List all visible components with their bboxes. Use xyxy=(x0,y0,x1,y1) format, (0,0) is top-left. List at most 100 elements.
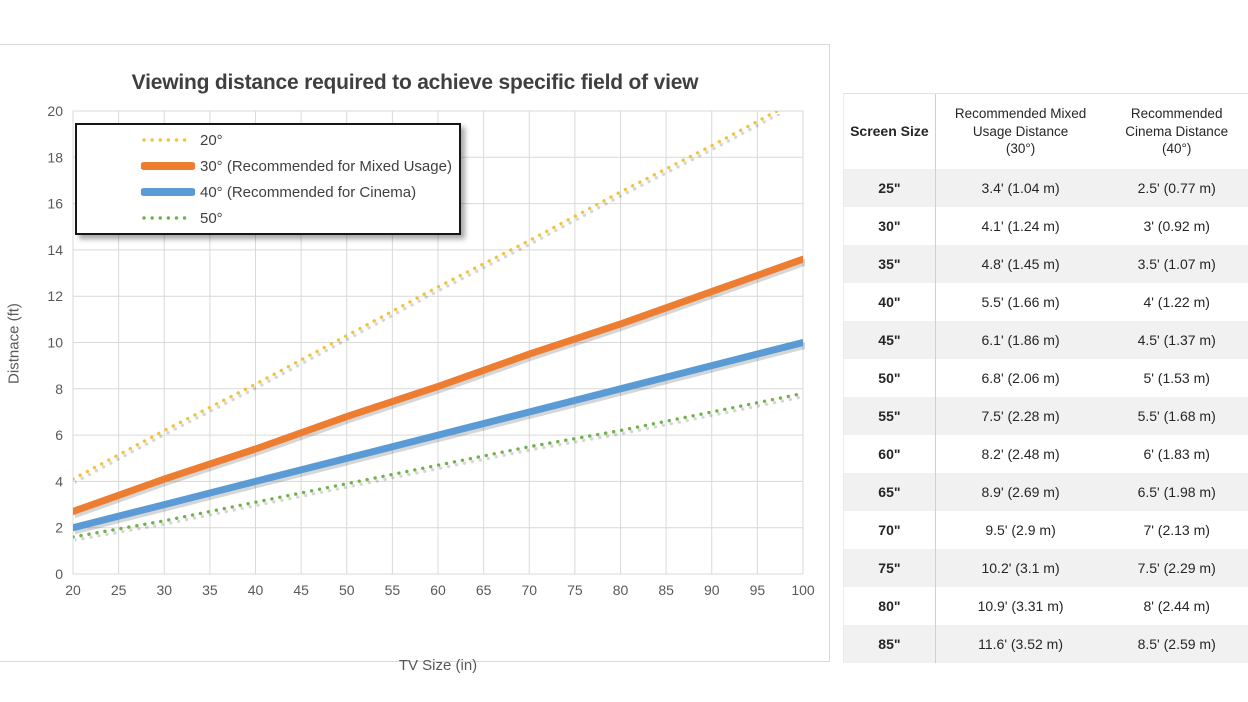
screen-size-cell: 85" xyxy=(844,625,936,663)
mixed-usage-distance-cell: 5.5' (1.66 m) xyxy=(981,293,1060,310)
cinema-distance-cell: 3.5' (1.07 m) xyxy=(1137,255,1216,272)
table-header-row: Screen Size Recommended Mixed Usage Distan… xyxy=(844,94,1248,169)
y-tick-label: 0 xyxy=(55,566,63,582)
cinema-distance-cell: 3' (0.92 m) xyxy=(1143,217,1210,234)
cinema-distance-cell: 8' (2.44 m) xyxy=(1143,597,1210,614)
table-header-cell: Recommended Cinema Distance (40°) xyxy=(1105,94,1248,169)
x-tick-label: 20 xyxy=(65,582,81,598)
cinema-distance-cell: 4.5' (1.37 m) xyxy=(1137,331,1216,348)
legend-label: 20° xyxy=(200,131,223,149)
y-tick-label: 14 xyxy=(47,242,63,258)
series-line-40° xyxy=(73,339,803,532)
table-row: 40" 5.5' (1.66 m) 4' (1.22 m) xyxy=(844,283,1248,321)
mixed-usage-distance-cell: 4.8' (1.45 m) xyxy=(981,255,1060,272)
screen-size-cell: 60" xyxy=(844,435,936,473)
mixed-usage-distance-cell: 4.1' (1.24 m) xyxy=(981,217,1060,234)
x-tick-label: 95 xyxy=(750,582,766,598)
mixed-usage-distance-cell: 6.8' (2.06 m) xyxy=(981,369,1060,386)
x-tick-label: 40 xyxy=(248,582,264,598)
header-line: (40°) xyxy=(1161,141,1192,157)
header-line: Recommended xyxy=(1130,106,1223,122)
screen-size-cell: 65" xyxy=(844,473,936,511)
series-line-shadow xyxy=(75,114,783,484)
cinema-distance-cell: 8.5' (2.59 m) xyxy=(1137,635,1216,652)
mixed-usage-distance-cell: 11.6' (3.52 m) xyxy=(978,635,1064,652)
legend-line-swatch xyxy=(141,188,195,196)
x-tick-label: 50 xyxy=(339,582,355,598)
legend-item: 30° (Recommended for Mixed Usage) xyxy=(141,155,459,178)
legend-line-swatch xyxy=(141,162,195,170)
screen-size-cell: 30" xyxy=(844,207,936,245)
mixed-usage-distance-cell: 8.9' (2.69 m) xyxy=(981,483,1060,500)
cinema-distance-cell: 7.5' (2.29 m) xyxy=(1137,559,1216,576)
cinema-distance-cell: 5.5' (1.68 m) xyxy=(1137,407,1216,424)
screen-size-cell: 40" xyxy=(844,283,936,321)
y-tick-label: 12 xyxy=(47,288,63,304)
table-row: 60" 8.2' (2.48 m) 6' (1.83 m) xyxy=(844,435,1248,473)
table-row: 45" 6.1' (1.86 m) 4.5' (1.37 m) xyxy=(844,321,1248,359)
header-line: Cinema Distance xyxy=(1125,123,1229,139)
table-header-cell: Recommended Mixed Usage Distance (30°) xyxy=(936,94,1106,169)
screen-size-cell: 80" xyxy=(844,587,936,625)
x-axis-title: TV Size (in) xyxy=(398,657,478,674)
cinema-distance-cell: 2.5' (0.77 m) xyxy=(1137,179,1216,196)
header-line: (30°) xyxy=(1005,141,1036,157)
y-tick-label: 18 xyxy=(47,149,63,165)
x-tick-label: 25 xyxy=(111,582,127,598)
cinema-distance-cell: 7' (2.13 m) xyxy=(1143,521,1210,538)
x-tick-label: 55 xyxy=(385,582,401,598)
viewing-distance-table: Screen Size Recommended Mixed Usage Distan… xyxy=(843,93,1248,663)
cinema-distance-cell: 5' (1.53 m) xyxy=(1143,369,1210,386)
mixed-usage-distance-cell: 3.4' (1.04 m) xyxy=(981,179,1060,196)
legend-line-swatch xyxy=(142,138,194,142)
y-tick-label: 10 xyxy=(47,335,63,351)
table-row: 85" 11.6' (3.52 m) 8.5' (2.59 m) xyxy=(844,625,1248,663)
legend-item: 20° xyxy=(141,129,459,152)
header-line: Screen Size xyxy=(850,123,929,140)
table-row: 30" 4.1' (1.24 m) 3' (0.92 m) xyxy=(844,207,1248,245)
x-tick-label: 60 xyxy=(430,582,446,598)
table-row: 55" 7.5' (2.28 m) 5.5' (1.68 m) xyxy=(844,397,1248,435)
cinema-distance-cell: 4' (1.22 m) xyxy=(1143,293,1210,310)
table-row: 50" 6.8' (2.06 m) 5' (1.53 m) xyxy=(844,359,1248,397)
screen-size-cell: 45" xyxy=(844,321,936,359)
legend-line-swatch xyxy=(142,216,194,220)
header-line: Usage Distance xyxy=(972,123,1069,139)
mixed-usage-distance-cell: 8.2' (2.48 m) xyxy=(981,445,1060,462)
y-axis-title: Distnace (ft) xyxy=(5,303,23,384)
x-tick-label: 65 xyxy=(476,582,492,598)
table-row: 80" 10.9' (3.31 m) 8' (2.44 m) xyxy=(844,587,1248,625)
y-tick-label: 6 xyxy=(55,427,63,443)
x-tick-label: 90 xyxy=(704,582,720,598)
table-header-cell: Screen Size xyxy=(844,94,936,169)
mixed-usage-distance-cell: 7.5' (2.28 m) xyxy=(981,407,1060,424)
chart-legend: 20° 30° (Recommended for Mixed Usage) 40° … xyxy=(75,123,461,235)
x-tick-label: 75 xyxy=(567,582,583,598)
x-tick-label: 45 xyxy=(293,582,309,598)
y-tick-label: 4 xyxy=(55,473,63,489)
viewing-distance-chart-panel: 20 25 30 35 40 45 50 55 60 65 70 75 80 85 90 95 100 0 2 4 6 8… xyxy=(0,44,830,674)
screen-size-cell: 35" xyxy=(844,245,936,283)
chart-title: Viewing distance required to achieve spe… xyxy=(131,71,699,94)
screen-size-cell: 70" xyxy=(844,511,936,549)
x-tick-label: 35 xyxy=(202,582,218,598)
mixed-usage-distance-cell: 10.9' (3.31 m) xyxy=(977,597,1064,614)
screen-size-cell: 25" xyxy=(844,169,936,207)
legend-item: 40° (Recommended for Cinema) xyxy=(141,181,459,204)
mixed-usage-distance-cell: 9.5' (2.9 m) xyxy=(985,521,1056,538)
cinema-distance-cell: 6.5' (1.98 m) xyxy=(1137,483,1216,500)
screen-size-cell: 50" xyxy=(844,359,936,397)
series-line-50° xyxy=(73,391,803,539)
x-tick-label: 80 xyxy=(613,582,629,598)
series-line-20° xyxy=(73,111,781,481)
y-tick-label: 20 xyxy=(47,103,63,119)
x-tick-label: 100 xyxy=(791,582,815,598)
y-tick-label: 8 xyxy=(55,381,63,397)
y-tick-label: 2 xyxy=(55,520,63,536)
cinema-distance-cell: 6' (1.83 m) xyxy=(1143,445,1210,462)
x-tick-label: 85 xyxy=(658,582,674,598)
series-line-30° xyxy=(73,255,803,515)
table-row: 75" 10.2' (3.1 m) 7.5' (2.29 m) xyxy=(844,549,1248,587)
screen-size-cell: 55" xyxy=(844,397,936,435)
screen-size-cell: 75" xyxy=(844,549,936,587)
